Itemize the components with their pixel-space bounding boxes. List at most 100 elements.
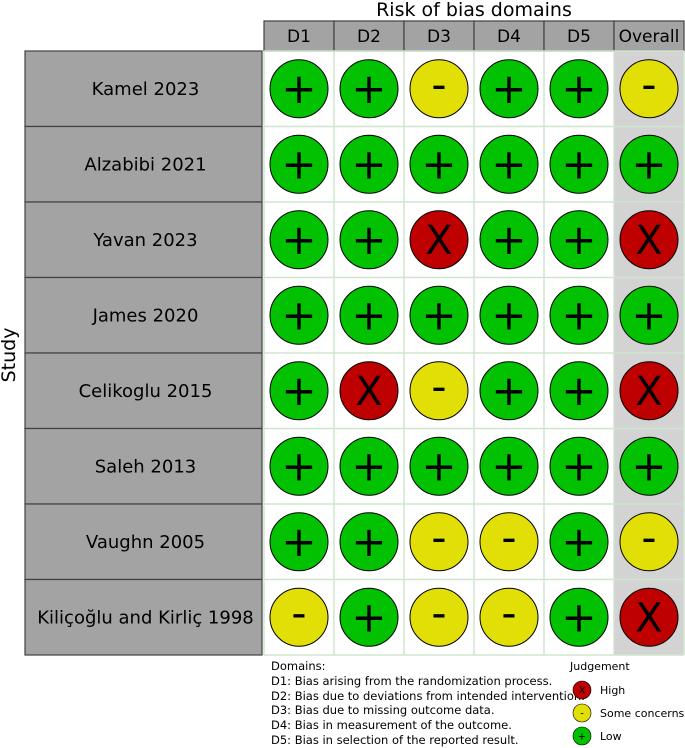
judgement-symbol: + [561,290,596,339]
domains-legend-item: D4: Bias in measurement of the outcome. [271,718,512,733]
legend-label: Low [600,730,622,743]
judgement-symbol: + [631,139,666,188]
judgement-marker [409,361,469,421]
judgement-marker [269,512,329,572]
judgement-symbol: X [635,595,662,641]
study-label: Kiliçoğlu and Kirliç 1998 [37,607,254,628]
chart-title: Risk of bias domains [376,0,572,21]
judgement-marker [479,59,539,119]
judgement-symbol: + [561,592,596,641]
judgement-symbol: + [491,441,526,490]
study-label-box [24,125,263,203]
judgement-symbol: + [561,139,596,188]
judgement-marker [409,436,469,496]
judgement-symbol: + [421,290,456,339]
legend-symbol: + [578,732,586,743]
judgement-symbol: + [351,139,386,188]
judgement-marker [619,361,679,421]
judgement-marker [269,59,329,119]
judgement-symbol: + [351,592,386,641]
judgement-symbol: + [351,215,386,264]
study-label: Vaughn 2005 [86,532,205,553]
judgement-marker [339,587,399,647]
judgement-symbol: + [351,517,386,566]
judgement-symbol: - [501,513,516,562]
judgement-marker [619,210,679,270]
judgement-symbol: + [561,64,596,113]
judgement-marker [409,587,469,647]
judgement-marker [549,59,609,119]
study-label-box [24,503,263,581]
judgement-marker [549,134,609,194]
judgement-marker [269,361,329,421]
legend-label: Some concerns [600,707,685,720]
judgement-symbol: + [491,215,526,264]
judgement-symbol: X [355,369,382,415]
judgement-symbol: + [561,366,596,415]
study-label: Yavan 2023 [92,230,197,251]
study-label-box [24,276,263,354]
judgement-marker [339,59,399,119]
column-header-label: Overall [619,27,680,47]
judgement-symbol: + [631,290,666,339]
judgement-marker [619,512,679,572]
study-label-box [24,50,263,128]
legend-marker [572,680,592,700]
judgement-symbol: + [561,517,596,566]
judgement-symbol: + [561,441,596,490]
legend-label: High [600,684,625,697]
judgement-marker [339,285,399,345]
domains-legend-item: D2: Bias due to deviations from intended… [271,688,585,703]
judgement-marker [619,285,679,345]
judgement-marker [549,512,609,572]
judgement-marker [479,361,539,421]
judgement-marker [549,210,609,270]
domains-legend-item: D5: Bias in selection of the reported re… [271,732,519,747]
judgement-symbol: + [561,215,596,264]
judgement-symbol: + [421,441,456,490]
domains-legend: Domains: D1: Bias arising from the rando… [271,659,585,748]
judgement-symbol: - [431,588,446,637]
judgement-marker [339,210,399,270]
column-header-label: D2 [357,27,381,47]
legend-symbol: - [580,709,584,720]
judgement-symbol: - [431,513,446,562]
column-header-label: D5 [567,27,591,47]
judgement-symbol: + [491,64,526,113]
domains-legend-item: D1: Bias arising from the randomization … [271,673,553,688]
judgement-marker [339,134,399,194]
judgement-marker [619,134,679,194]
study-label: Celikoglu 2015 [79,381,213,402]
judgement-symbol: X [635,218,662,264]
judgement-symbol: + [631,441,666,490]
study-label: Kamel 2023 [92,79,200,100]
study-label-box [24,201,263,279]
judgement-marker [479,285,539,345]
judgement-marker [269,285,329,345]
judgement-marker [549,436,609,496]
domains-legend-title: Domains: [271,659,326,673]
legend-marker [572,703,592,723]
judgement-marker [479,210,539,270]
study-label-box [24,427,263,505]
judgement-symbol: + [281,517,316,566]
judgement-symbol: + [281,290,316,339]
judgement-marker [339,512,399,572]
judgement-legend: Judgement X High - Some concerns + Low [569,660,685,746]
judgement-symbol: X [425,218,452,264]
y-axis-label: Study [0,328,20,383]
judgement-legend-title: Judgement [569,660,630,673]
study-label: Saleh 2013 [95,456,196,477]
judgement-symbol: + [491,139,526,188]
judgement-symbol: + [491,290,526,339]
legend-symbol: X [579,686,586,697]
judgement-marker [269,210,329,270]
judgement-symbol: + [351,290,386,339]
judgement-marker [619,436,679,496]
study-label-box [24,578,263,656]
judgement-marker [339,361,399,421]
judgement-symbol: - [501,588,516,637]
judgement-marker [409,59,469,119]
